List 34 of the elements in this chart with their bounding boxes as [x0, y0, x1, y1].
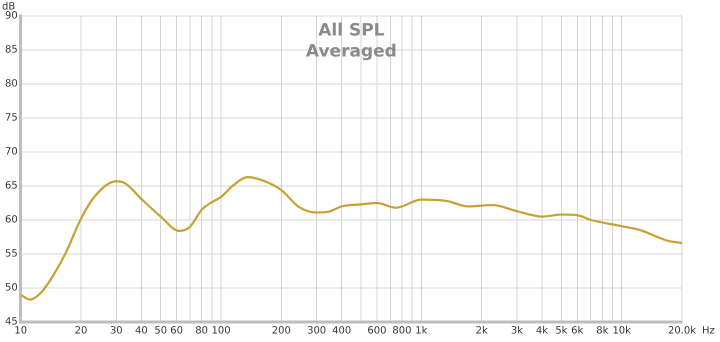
y-tick-label: 90: [4, 10, 18, 22]
x-tick-label: 10: [14, 326, 28, 337]
x-tick-label: 200: [272, 326, 291, 337]
chart-title: All SPL: [318, 20, 385, 40]
x-tick-label: 400: [332, 326, 352, 337]
x-tick-label: 2k: [476, 326, 488, 337]
x-tick-label: 80: [195, 326, 208, 337]
x-tick-label: 600: [367, 326, 386, 337]
x-tick-label: 8k: [596, 326, 609, 337]
y-tick-label: 75: [4, 112, 18, 124]
x-tick-label: 6k: [571, 326, 584, 337]
y-tick-label: 65: [4, 180, 18, 192]
x-tick-label: 1k: [415, 326, 428, 337]
y-tick-label: 55: [4, 248, 18, 260]
y-tick-label: 60: [4, 214, 18, 226]
x-tick-label: 300: [307, 326, 326, 337]
x-axis-title: Hz: [702, 326, 715, 337]
x-tick-label: 20.0k: [668, 326, 696, 337]
y-tick-label: 50: [4, 282, 18, 294]
x-tick-label: 5k: [555, 326, 568, 337]
x-tick-label: 30: [110, 326, 123, 337]
x-tick-label: 20: [74, 326, 88, 337]
x-tick-label: 3k: [510, 326, 524, 337]
x-tick-label: 10k: [612, 326, 632, 337]
x-tick-label: 4k: [536, 326, 548, 337]
y-tick-label: 80: [4, 78, 18, 90]
x-tick-label: 800: [392, 326, 412, 337]
x-tick-label: 50: [154, 326, 168, 337]
x-tick-label: 40: [134, 326, 148, 337]
x-tick-label: 60: [170, 326, 183, 337]
text: Averaged: [306, 41, 397, 62]
y-tick-label: 85: [4, 44, 18, 56]
x-tick-label: 100: [212, 326, 231, 337]
y-tick-label: 70: [4, 146, 18, 158]
